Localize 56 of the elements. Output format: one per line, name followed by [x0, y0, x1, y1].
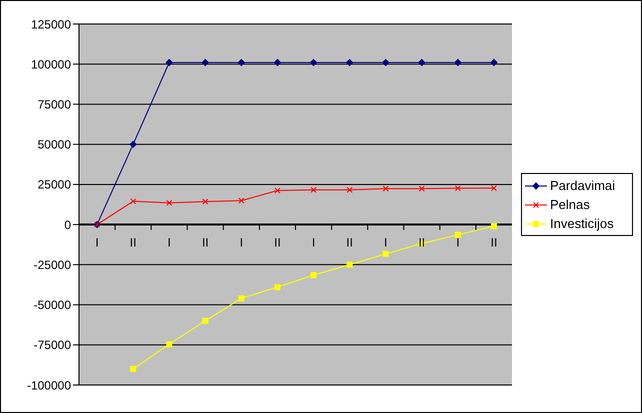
point — [130, 140, 137, 148]
point — [238, 295, 244, 302]
point — [238, 198, 244, 204]
y-tick-label: 125000 — [30, 17, 72, 32]
point — [202, 198, 208, 205]
point — [202, 318, 208, 324]
y-tick-label: 100000 — [30, 57, 72, 72]
x-tick-label: I — [456, 236, 460, 250]
y-tick-label: 0 — [64, 218, 72, 232]
point — [130, 366, 136, 372]
point — [382, 59, 390, 66]
legend-label: Investicijos — [550, 215, 614, 233]
y-tick-label: -50000 — [34, 298, 72, 312]
x-tick-label: I — [240, 236, 244, 250]
x-tick-label: I — [95, 236, 99, 250]
point — [418, 186, 425, 192]
x-tick-label: II — [202, 236, 209, 250]
point — [202, 59, 209, 66]
y-tick-label: -100000 — [26, 378, 72, 392]
x-tick-label: II — [346, 236, 353, 250]
point — [310, 59, 318, 66]
point — [346, 262, 353, 268]
y-tick-label: -75000 — [34, 338, 72, 352]
point — [490, 59, 498, 66]
point — [274, 188, 280, 194]
point — [490, 223, 497, 230]
y-tick-label: 75000 — [38, 97, 72, 112]
legend-label: Pelnas — [550, 196, 590, 214]
x-tick-label: I — [168, 236, 171, 250]
point — [310, 186, 317, 193]
point — [454, 232, 461, 238]
point — [130, 198, 136, 204]
point — [238, 59, 245, 66]
point — [346, 59, 354, 66]
x-tick-label: I — [384, 236, 388, 250]
point — [166, 341, 172, 348]
point — [274, 284, 280, 290]
point — [274, 59, 281, 66]
point — [310, 272, 317, 278]
point — [454, 185, 461, 192]
x-tick-label: I — [312, 236, 316, 250]
point — [490, 185, 497, 192]
point — [382, 250, 389, 257]
x-tick-label: II — [274, 236, 281, 250]
x-tick-label: II — [490, 236, 498, 250]
legend-label: Pardavimai — [550, 177, 616, 195]
point — [418, 59, 426, 66]
point — [166, 200, 172, 206]
point — [346, 186, 353, 193]
point — [454, 59, 462, 66]
y-tick-label: -25000 — [34, 258, 72, 272]
point — [382, 186, 389, 192]
y-tick-label: 25000 — [38, 178, 72, 192]
x-tick-label: II — [130, 236, 136, 250]
point — [166, 59, 173, 66]
y-tick-label: 50000 — [38, 138, 72, 152]
